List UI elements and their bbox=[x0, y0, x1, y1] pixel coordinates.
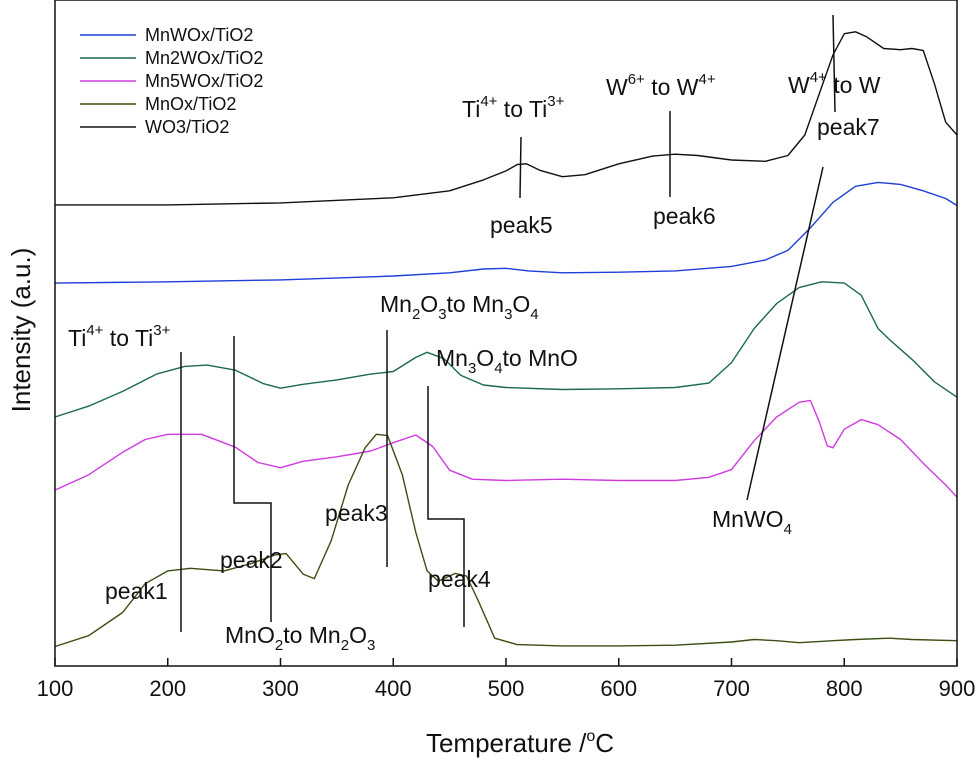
series-line-mn5wox-tio2 bbox=[54, 399, 958, 498]
peak4-label: peak4 bbox=[428, 566, 491, 592]
legend-label: Mn5WOx/TiO2 bbox=[145, 71, 263, 91]
plot-lines bbox=[54, 31, 958, 648]
x-axis-ticks: 100 200 300 400 500 600 700 800 900 bbox=[37, 658, 976, 701]
mn2o3-reduction-label: Mn2O3to Mn3O4 bbox=[380, 291, 539, 323]
x-tick-label: 700 bbox=[713, 676, 750, 701]
peak6-label: peak6 bbox=[653, 203, 716, 229]
ti-reduction-high-label: Ti4+ to Ti3+ bbox=[462, 93, 565, 122]
x-axis-title: Temperature /oC bbox=[426, 728, 614, 758]
x-tick-label: 600 bbox=[600, 676, 637, 701]
w4-reduction-label: W4+ to W bbox=[788, 69, 881, 98]
peak7-leader bbox=[832, 14, 836, 113]
x-tick-label: 900 bbox=[939, 676, 976, 701]
x-tick-label: 800 bbox=[826, 676, 863, 701]
x-tick-label: 400 bbox=[375, 676, 412, 701]
x-tick-label: 100 bbox=[37, 676, 74, 701]
series-line-mnwox-tio2 bbox=[54, 181, 958, 284]
legend-label: Mn2WOx/TiO2 bbox=[145, 48, 263, 68]
legend-label: MnWOx/TiO2 bbox=[145, 25, 253, 45]
peak3-label: peak3 bbox=[325, 500, 388, 526]
peak2-leader bbox=[233, 336, 272, 622]
annotation-lines bbox=[180, 14, 836, 632]
series-line-mn2wox-tio2 bbox=[54, 281, 958, 418]
mnwo4-leader bbox=[746, 166, 824, 501]
x-tick-label: 300 bbox=[262, 676, 299, 701]
annotations: peak1 peak2 peak3 peak4 peak5 peak6 peak… bbox=[68, 69, 881, 654]
mn3o4-reduction-label: Mn3O4to MnO bbox=[436, 345, 578, 377]
ti-reduction-low-label: Ti4+ to Ti3+ bbox=[68, 322, 171, 351]
peak1-label: peak1 bbox=[105, 578, 168, 604]
x-tick-label: 200 bbox=[149, 676, 186, 701]
mno2-reduction-label: MnO2to Mn2O3 bbox=[225, 622, 375, 654]
peak5-label: peak5 bbox=[490, 212, 553, 238]
mnwo4-label: MnWO4 bbox=[712, 506, 792, 538]
legend-label: MnOx/TiO2 bbox=[145, 94, 236, 114]
peak4-leader bbox=[427, 386, 465, 627]
legend-label: WO3/TiO2 bbox=[145, 117, 229, 137]
series-line-wo3-tio2 bbox=[55, 31, 958, 206]
peak7-label: peak7 bbox=[817, 114, 880, 140]
y-axis-title: Intensity (a.u.) bbox=[6, 248, 36, 413]
x-tick-label: 500 bbox=[488, 676, 525, 701]
legend: MnWOx/TiO2 Mn2WOx/TiO2 Mn5WOx/TiO2 MnOx/TiO… bbox=[80, 25, 263, 137]
series-line-mnox-tio2 bbox=[54, 433, 958, 648]
peak5-leader bbox=[519, 136, 522, 199]
peak2-label: peak2 bbox=[220, 547, 283, 573]
w6-reduction-label: W6+ to W4+ bbox=[606, 71, 716, 100]
